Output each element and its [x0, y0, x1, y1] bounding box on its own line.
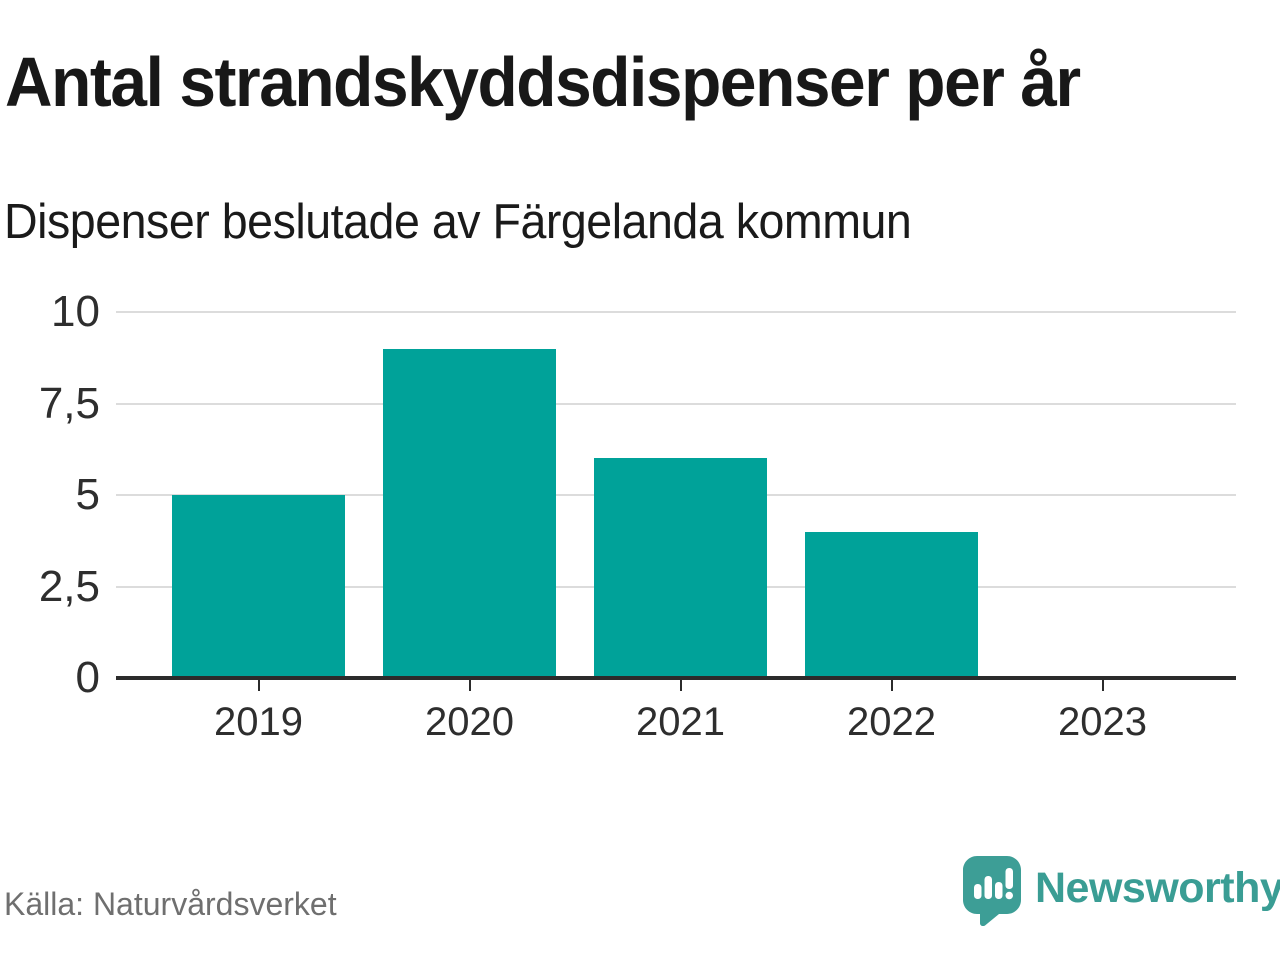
- brand-name: Newsworthy: [1035, 864, 1280, 912]
- x-tick-label-2020: 2020: [425, 700, 514, 744]
- newsworthy-icon: [963, 856, 1021, 931]
- y-tick-label-5: 5: [75, 470, 100, 519]
- gridline-10: [116, 311, 1236, 313]
- gridline-7,5: [116, 402, 1236, 405]
- x-tick-2021: [679, 680, 682, 691]
- chart-title: Antal strandskyddsdispenser per år: [5, 43, 1081, 121]
- bar-2019: [172, 495, 345, 678]
- bar-2022: [805, 531, 978, 678]
- y-tick-label-7,5: 7,5: [38, 378, 100, 428]
- bar-2020: [383, 348, 556, 678]
- y-tick-label-0: 0: [75, 653, 100, 702]
- source-credit: Källa: Naturvårdsverket: [4, 886, 337, 922]
- x-tick-2022: [890, 680, 893, 691]
- x-tick-2023: [1101, 680, 1104, 691]
- y-tick-label-2,5: 2,5: [38, 561, 100, 611]
- x-tick-2019: [257, 680, 260, 691]
- brand-logo: Newsworthy: [963, 856, 1280, 931]
- bar-2021: [594, 458, 767, 678]
- x-tick-label-2023: 2023: [1058, 700, 1147, 744]
- x-tick-label-2021: 2021: [636, 700, 725, 744]
- x-axis-line: [116, 676, 1236, 680]
- plot-area: [116, 311, 1236, 691]
- chart-subtitle: Dispenser beslutade av Färgelanda kommun: [4, 195, 912, 249]
- y-tick-label-10: 10: [51, 287, 100, 336]
- x-tick-label-2022: 2022: [847, 700, 936, 744]
- x-tick-label-2019: 2019: [214, 700, 303, 744]
- x-tick-2020: [468, 680, 471, 691]
